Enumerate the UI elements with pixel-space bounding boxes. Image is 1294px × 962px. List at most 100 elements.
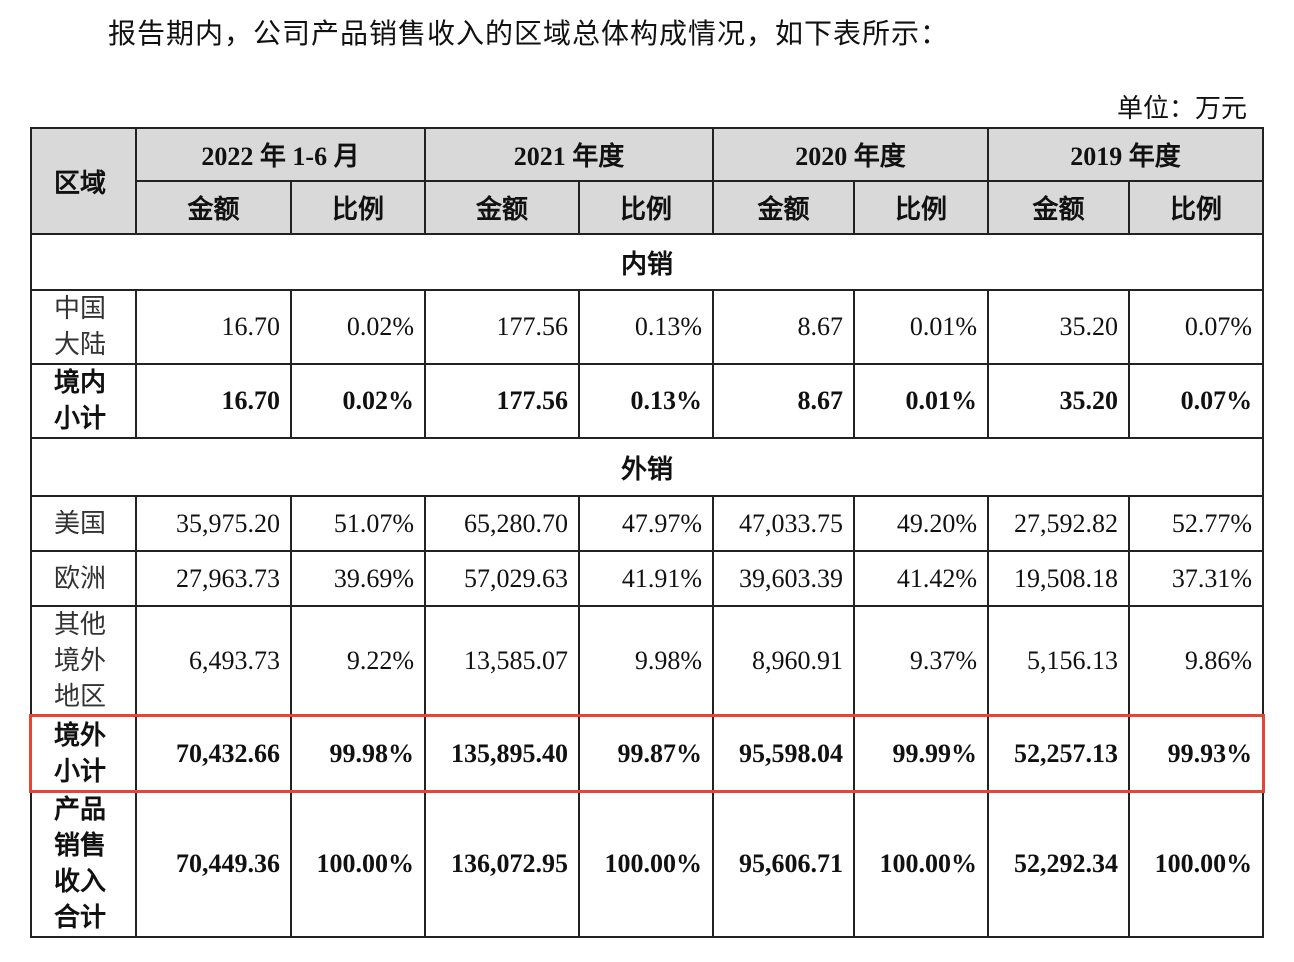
column-header: 金额: [987, 180, 1131, 235]
section-label: 外销: [29, 437, 1265, 497]
value-cell: 100.00%: [1128, 790, 1265, 938]
column-header: 比例: [1128, 180, 1265, 235]
region-label: 产品销售收入合计: [54, 795, 107, 932]
value-cell: 99.98%: [289, 715, 427, 792]
value-cell: 99.87%: [578, 715, 715, 792]
value-cell: 8.67: [712, 289, 856, 365]
value-cell: 0.07%: [1128, 289, 1265, 365]
value-cell: 35.20: [987, 289, 1131, 365]
value-cell: 37.31%: [1128, 550, 1265, 607]
value-cell: 99.93%: [1128, 715, 1265, 792]
value-cell: 136,072.95: [424, 790, 581, 938]
period-header: 2019 年度: [987, 127, 1265, 182]
data-row: 中国大陆 16.70 0.02% 177.56 0.13% 8.67 0.01% 35.20 0…: [30, 289, 1265, 365]
value-cell: 70,432.66: [135, 715, 292, 792]
region-header: 区域: [30, 127, 137, 235]
data-row: 境外小计 70,432.66 99.98% 135,895.40 99.87% 95,59…: [30, 715, 1265, 792]
period-header: 2022 年 1-6 月: [134, 127, 427, 182]
header-row: 金额 比例 金额 比例 金额 比例 金额 比例: [31, 180, 1265, 235]
value-cell: 52.77%: [1128, 495, 1265, 552]
value-cell: 9.22%: [289, 605, 427, 717]
value-cell: 0.02%: [289, 363, 427, 439]
period-header: 2020 年度: [712, 127, 990, 182]
period-header: 2021 年度: [424, 127, 715, 182]
value-cell: 8,960.91: [712, 605, 856, 717]
value-cell: 70,449.36: [135, 790, 292, 938]
value-cell: 5,156.13: [987, 605, 1131, 717]
region-label: 欧洲: [54, 563, 107, 593]
value-cell: 47,033.75: [712, 495, 856, 552]
value-cell: 65,280.70: [424, 495, 581, 552]
value-cell: 16.70: [135, 363, 292, 439]
data-row: 其他境外地区 6,493.73 9.22% 13,585.07 9.98% 8,960.9…: [30, 605, 1265, 717]
header-row: 区域 2022 年 1-6 月 2021 年度 2020 年度 2019 年度: [30, 127, 1265, 235]
value-cell: 0.01%: [853, 363, 990, 439]
value-cell: 135,895.40: [424, 715, 581, 792]
value-cell: 52,292.34: [987, 790, 1131, 938]
value-cell: 35,975.20: [135, 495, 292, 552]
value-cell: 95,606.71: [712, 790, 856, 938]
region-cell: 美国: [30, 495, 137, 552]
value-cell: 19,508.18: [987, 550, 1131, 607]
value-cell: 100.00%: [578, 790, 715, 938]
region-label: 境外小计: [54, 720, 107, 786]
value-cell: 8.67: [712, 363, 856, 439]
intro-text: 报告期内，公司产品销售收入的区域总体构成情况，如下表所示：: [108, 19, 950, 50]
data-row: 产品销售收入合计 70,449.36 100.00% 136,072.95 100.00…: [30, 790, 1265, 938]
region-cell: 其他境外地区: [30, 605, 137, 717]
value-cell: 13,585.07: [424, 605, 581, 717]
data-row: 境内小计 16.70 0.02% 177.56 0.13% 8.67 0.01% 35.20 0…: [30, 363, 1265, 439]
value-cell: 41.42%: [853, 550, 990, 607]
value-cell: 27,963.73: [135, 550, 292, 607]
data-row: 欧洲 27,963.73 39.69% 57,029.63 41.91% 39,603.3…: [30, 550, 1265, 607]
value-cell: 177.56: [424, 289, 581, 365]
region-cell: 欧洲: [30, 550, 137, 607]
value-cell: 0.01%: [853, 289, 990, 365]
section-row: 外销: [29, 437, 1265, 497]
region-cell: 产品销售收入合计: [30, 790, 137, 938]
value-cell: 0.13%: [578, 363, 715, 439]
value-cell: 52,257.13: [987, 715, 1131, 792]
value-cell: 9.86%: [1128, 605, 1265, 717]
region-cell: 中国大陆: [30, 289, 137, 365]
value-cell: 35.20: [987, 363, 1131, 439]
region-label: 美国: [54, 508, 107, 538]
value-cell: 47.97%: [578, 495, 715, 552]
value-cell: 177.56: [424, 363, 581, 439]
value-cell: 39.69%: [289, 550, 427, 607]
unit-label: 单位：万元: [1116, 94, 1247, 123]
value-cell: 16.70: [135, 289, 292, 365]
value-cell: 9.37%: [853, 605, 990, 717]
revenue-table: 区域 2022 年 1-6 月 2021 年度 2020 年度 2019 年度 金额 比例金…: [29, 127, 1265, 938]
data-row: 美国 35,975.20 51.07% 65,280.70 47.97% 47,033.7…: [30, 495, 1265, 552]
column-header: 金额: [712, 180, 856, 235]
column-header: 比例: [289, 180, 427, 235]
region-label: 其他境外地区: [54, 610, 107, 711]
section-label: 内销: [29, 233, 1265, 291]
value-cell: 95,598.04: [712, 715, 856, 792]
column-header: 金额: [424, 180, 581, 235]
region-label: 中国大陆: [54, 294, 107, 359]
value-cell: 6,493.73: [135, 605, 292, 717]
value-cell: 99.99%: [853, 715, 990, 792]
region-cell: 境内小计: [30, 363, 137, 439]
value-cell: 51.07%: [289, 495, 427, 552]
value-cell: 100.00%: [853, 790, 990, 938]
value-cell: 0.02%: [289, 289, 427, 365]
value-cell: 0.13%: [578, 289, 715, 365]
region-cell: 境外小计: [30, 715, 137, 792]
section-row: 内销: [29, 233, 1265, 291]
value-cell: 9.98%: [578, 605, 715, 717]
column-header: 金额: [135, 180, 292, 235]
column-header: 比例: [578, 180, 715, 235]
region-label: 境内小计: [54, 368, 107, 433]
value-cell: 0.07%: [1128, 363, 1265, 439]
value-cell: 39,603.39: [712, 550, 856, 607]
value-cell: 49.20%: [853, 495, 990, 552]
value-cell: 100.00%: [289, 790, 427, 938]
column-header: 比例: [853, 180, 990, 235]
value-cell: 27,592.82: [987, 495, 1131, 552]
value-cell: 57,029.63: [424, 550, 581, 607]
value-cell: 41.91%: [578, 550, 715, 607]
